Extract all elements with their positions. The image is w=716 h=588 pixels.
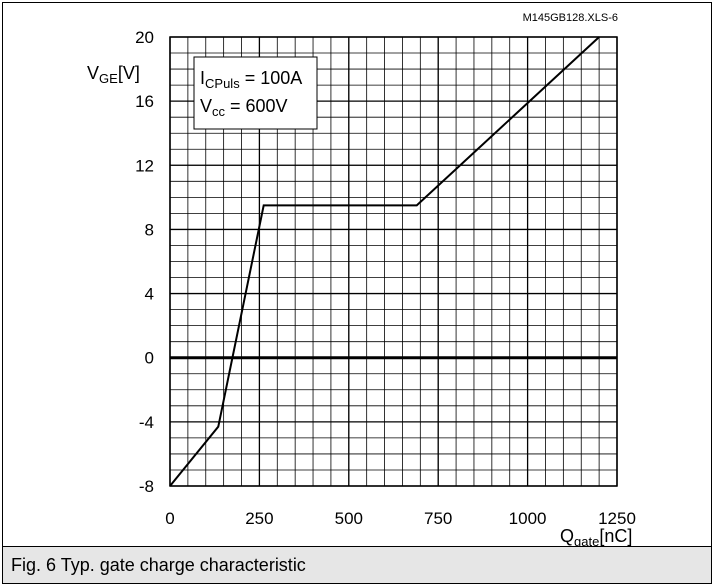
x-tick-label: 1000 — [509, 509, 547, 528]
y-tick-label: 20 — [135, 28, 154, 47]
x-tick-label: 500 — [335, 509, 363, 528]
x-tick-labels: 0 250 500 750 1000 1250 — [165, 509, 636, 528]
x-tick-label: 1250 — [598, 509, 636, 528]
y-tick-label: -4 — [139, 413, 154, 432]
y-tick-label: -8 — [139, 477, 154, 496]
y-axis-label: VGE[V] — [87, 63, 140, 86]
y-tick-label: 16 — [135, 92, 154, 111]
figure-caption: Fig. 6 Typ. gate charge characteristic — [11, 555, 306, 575]
x-tick-label: 750 — [424, 509, 452, 528]
annotation-box — [193, 56, 318, 130]
annotation-line-2: Vcc = 600V — [200, 96, 288, 119]
y-tick-labels: -8 -4 0 4 8 12 16 20 — [135, 28, 154, 496]
plot-border — [169, 36, 618, 487]
x-tick-label: 250 — [245, 509, 273, 528]
series-line — [169, 36, 600, 487]
y-tick-label: 4 — [145, 285, 154, 304]
y-tick-label: 12 — [135, 156, 154, 175]
x-axis-label: Qgate[nC] — [560, 526, 632, 549]
caption-bar: Fig. 6 Typ. gate charge characteristic — [2, 546, 712, 584]
x-tick-label: 0 — [165, 509, 174, 528]
annotation-line-1: ICPuls = 100A — [200, 68, 302, 91]
y-tick-label: 0 — [145, 349, 154, 368]
file-id: M145GB128.XLS-6 — [523, 12, 618, 24]
y-tick-label: 8 — [145, 220, 154, 239]
